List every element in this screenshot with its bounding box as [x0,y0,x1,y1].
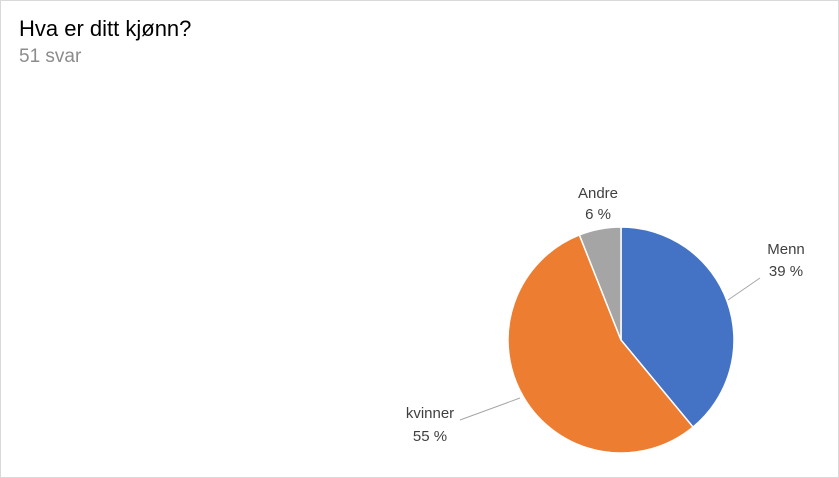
pie-slice-kvinner [507,233,695,454]
label-value-kvinner: 55 % [413,428,447,445]
pie-slice-andre [578,226,622,341]
chart-title: Hva er ditt kjønn? [19,16,192,41]
label-value-andre: 6 % [585,206,611,223]
label-value-menn: 39 % [769,263,803,280]
leader-line-menn [727,277,761,301]
label-name-kvinner: kvinner [406,405,454,422]
pie-slice-menn [620,226,735,429]
pie-slices [507,226,735,454]
leader-lines [459,277,761,421]
response-count: 51 svar [19,46,82,67]
leader-line-kvinner [459,397,521,421]
label-name-andre: Andre [578,185,618,202]
label-name-menn: Menn [767,241,805,258]
